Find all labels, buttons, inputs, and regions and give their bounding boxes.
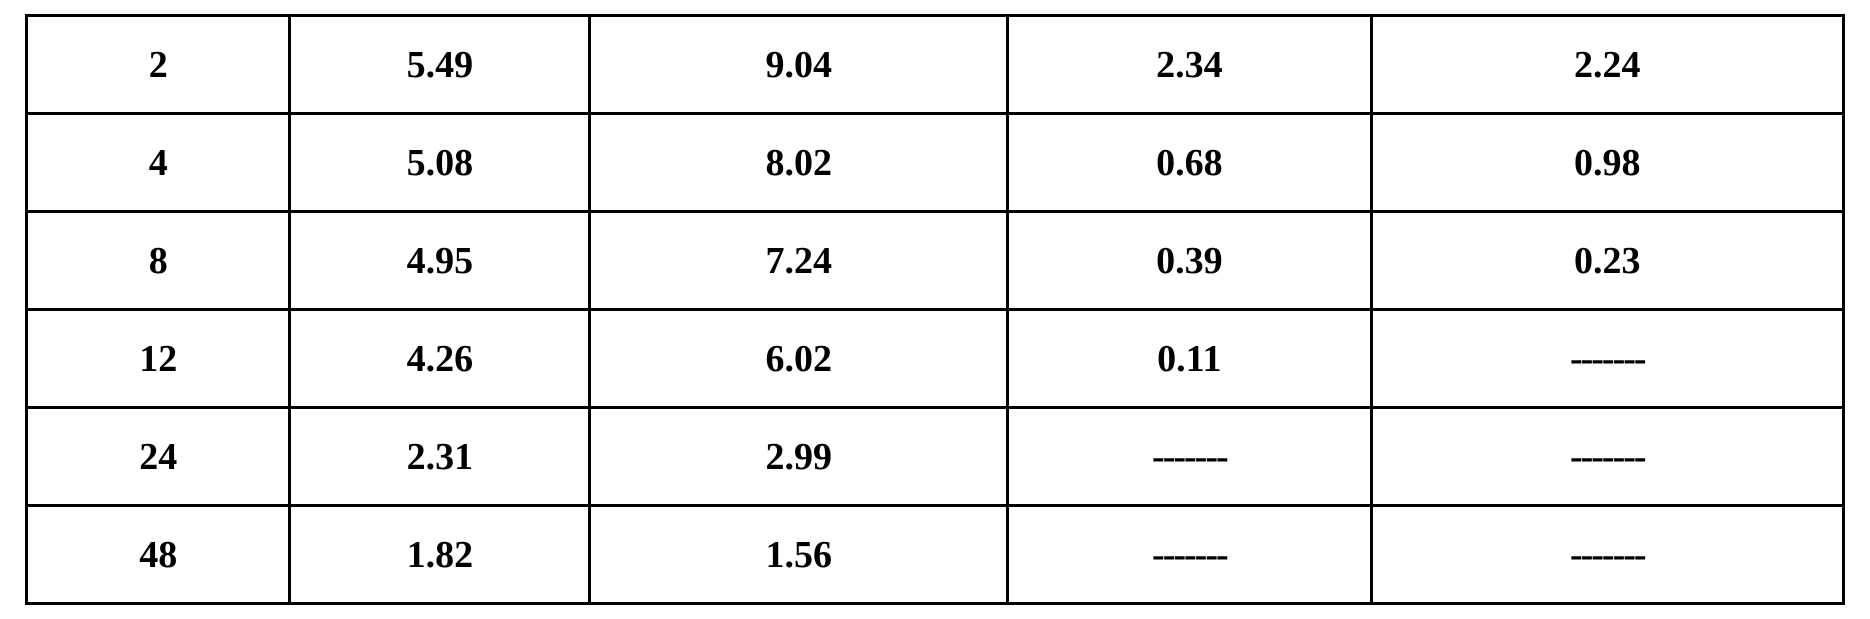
table-cell: 4: [27, 114, 290, 212]
table-cell: 0.23: [1371, 212, 1843, 310]
table-cell: 48: [27, 506, 290, 604]
table-cell: 2.31: [290, 408, 590, 506]
data-table: 2 5.49 9.04 2.34 2.24 4 5.08 8.02 0.68 0…: [25, 14, 1845, 605]
table-cell: 8.02: [590, 114, 1008, 212]
table-row: 8 4.95 7.24 0.39 0.23: [27, 212, 1844, 310]
table-cell: 5.08: [290, 114, 590, 212]
table-cell: 5.49: [290, 16, 590, 114]
table-cell: 24: [27, 408, 290, 506]
table-cell: -------: [1371, 408, 1843, 506]
table-cell: 0.39: [1008, 212, 1371, 310]
table-cell: 2.99: [590, 408, 1008, 506]
table-cell: 2.34: [1008, 16, 1371, 114]
table-cell: -------: [1008, 408, 1371, 506]
table-cell: 12: [27, 310, 290, 408]
table-row: 2 5.49 9.04 2.34 2.24: [27, 16, 1844, 114]
table-row: 12 4.26 6.02 0.11 -------: [27, 310, 1844, 408]
table-cell: 7.24: [590, 212, 1008, 310]
table-cell: 4.26: [290, 310, 590, 408]
table-row: 48 1.82 1.56 ------- -------: [27, 506, 1844, 604]
table-cell: 9.04: [590, 16, 1008, 114]
table-row: 4 5.08 8.02 0.68 0.98: [27, 114, 1844, 212]
table-cell: 1.82: [290, 506, 590, 604]
table-cell: 1.56: [590, 506, 1008, 604]
table-cell: -------: [1371, 506, 1843, 604]
table-cell: 0.98: [1371, 114, 1843, 212]
table-cell: 0.68: [1008, 114, 1371, 212]
data-table-container: 2 5.49 9.04 2.34 2.24 4 5.08 8.02 0.68 0…: [25, 14, 1845, 605]
table-cell: 2.24: [1371, 16, 1843, 114]
table-cell: 8: [27, 212, 290, 310]
table-cell: -------: [1008, 506, 1371, 604]
table-cell: 6.02: [590, 310, 1008, 408]
table-row: 24 2.31 2.99 ------- -------: [27, 408, 1844, 506]
table-cell: 0.11: [1008, 310, 1371, 408]
table-cell: 4.95: [290, 212, 590, 310]
table-cell: 2: [27, 16, 290, 114]
table-cell: -------: [1371, 310, 1843, 408]
